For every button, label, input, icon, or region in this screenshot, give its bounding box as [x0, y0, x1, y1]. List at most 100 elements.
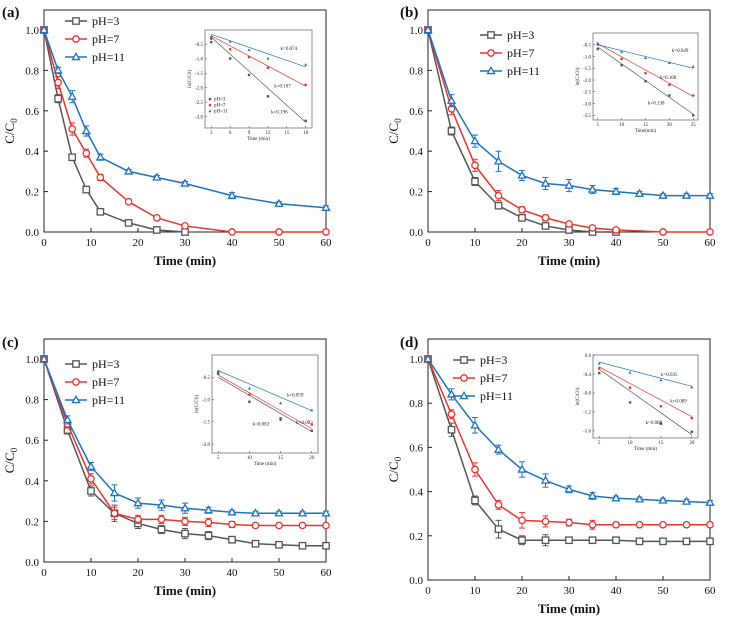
- x-tick-label: 40: [227, 237, 239, 249]
- data-point: [53, 65, 63, 74]
- legend-marker: [72, 17, 80, 25]
- data-point: [87, 474, 95, 483]
- data-point: [471, 161, 479, 170]
- data-point: [180, 503, 190, 512]
- inset-point: [209, 37, 213, 40]
- legend-label: pH=11: [480, 389, 513, 403]
- inset-point: [248, 393, 251, 396]
- x-tick-label: 60: [705, 237, 717, 249]
- inset-annotation: k=0.059: [287, 393, 304, 398]
- inset-point: [216, 369, 220, 373]
- data-point: [682, 537, 691, 546]
- data-point: [447, 127, 456, 135]
- x-tick-label: 0: [425, 237, 431, 249]
- inset-annotation: k=0.138: [648, 102, 665, 107]
- inset-x-title: Time (min): [254, 462, 277, 467]
- inset-point: [247, 48, 251, 51]
- inset-fit-line: [598, 368, 693, 435]
- data-point: [635, 537, 644, 546]
- inset-x-tick-label: 9: [248, 131, 251, 136]
- data-point: [518, 214, 526, 222]
- inset-x-tick-label: 15: [284, 131, 290, 136]
- inset-y-tick-label: -1.0: [583, 55, 591, 60]
- legend-label: pH=11: [507, 64, 540, 78]
- data-point: [109, 487, 120, 497]
- inset-point: [247, 73, 251, 77]
- x-tick-label: 40: [611, 237, 623, 249]
- inset-annotation: k=0.089: [670, 399, 687, 404]
- data-point: [635, 520, 644, 529]
- inset-x-title: Time(min): [635, 129, 657, 134]
- inset-point: [217, 372, 220, 375]
- legend-label: pH=3: [507, 28, 534, 42]
- data-point: [157, 525, 166, 534]
- y-tick-label: 1.0: [25, 354, 39, 366]
- inset-point: [304, 62, 308, 66]
- inset-point: [596, 41, 600, 45]
- data-point: [54, 78, 62, 87]
- inset-annotation: k=0.049: [672, 49, 689, 54]
- data-point: [81, 125, 91, 135]
- inset-x-tick-label: 20: [689, 441, 695, 446]
- inset-point: [310, 429, 313, 432]
- y-tick-label: 0.0: [25, 227, 39, 239]
- inset-point: [279, 418, 282, 421]
- inset-y-tick-label: -0.4: [583, 373, 591, 378]
- data-point: [124, 197, 133, 206]
- inset-point: [597, 366, 601, 370]
- legend-label: pH=7: [480, 371, 507, 385]
- inset-point: [644, 71, 647, 75]
- inset-x-tick-label: 3: [210, 131, 213, 136]
- x-tick-label: 50: [658, 237, 670, 249]
- data-point: [68, 153, 77, 162]
- data-point: [541, 517, 550, 526]
- data-point: [123, 166, 134, 175]
- data-point: [228, 535, 236, 544]
- inset-point: [620, 50, 624, 53]
- panel-c: (c) 0 10 20 30 40 50 60 0.0 0.2 0.4 0.6 0.8 1.0 Time (…: [2, 335, 332, 598]
- y-tick-label: 0.4: [25, 146, 39, 158]
- data-point: [564, 484, 574, 493]
- inset-y-tick-label: -0.5: [583, 44, 591, 49]
- data-point: [322, 541, 330, 550]
- data-point: [96, 173, 105, 182]
- inset: 3 6 9 12 15 18 -3.0 -2.5 -2.0 -1.5 -1.0 -0.5 Time (m…: [188, 29, 313, 142]
- inset-annotation: k=0.035: [661, 373, 678, 378]
- inset-x-title: Time (min): [247, 137, 270, 142]
- y-tick-label: 0.6: [25, 106, 39, 118]
- data-point: [634, 188, 645, 197]
- data-point: [152, 214, 161, 222]
- series-pH-3: [40, 26, 189, 236]
- data-point: [493, 156, 504, 165]
- data-point: [251, 539, 260, 548]
- data-point: [82, 185, 91, 194]
- inset-x-title: Time (min): [634, 447, 657, 452]
- data-point: [565, 518, 573, 527]
- inset-y-tick-label: -2.0: [195, 86, 203, 91]
- data-point: [133, 498, 143, 507]
- inset-x-tick-label: 5: [597, 123, 600, 128]
- inset-point: [597, 361, 601, 365]
- inset-annotation: k=0.074: [281, 47, 298, 52]
- inset-y-title: ln(C/C0): [576, 387, 581, 405]
- data-point: [157, 515, 166, 524]
- series-pH-7: [424, 355, 714, 530]
- x-tick-label: 20: [517, 585, 529, 597]
- x-tick-label: 40: [611, 585, 623, 597]
- x-axis-title: Time (min): [538, 601, 600, 616]
- inset-point: [247, 386, 251, 390]
- inset-legend-label: pH=11: [214, 110, 228, 115]
- legend-marker: [487, 49, 495, 57]
- data-point: [494, 191, 503, 200]
- y-tick-label: 0.8: [409, 398, 423, 410]
- data-point: [82, 149, 91, 158]
- x-tick-label: 30: [564, 237, 576, 249]
- legend-marker: [71, 51, 81, 61]
- inset-point: [266, 66, 270, 70]
- data-point: [471, 465, 479, 474]
- inset-point: [266, 95, 270, 98]
- data-point: [297, 508, 308, 517]
- inset-point: [210, 40, 213, 44]
- y-tick-label: 0.0: [409, 227, 423, 239]
